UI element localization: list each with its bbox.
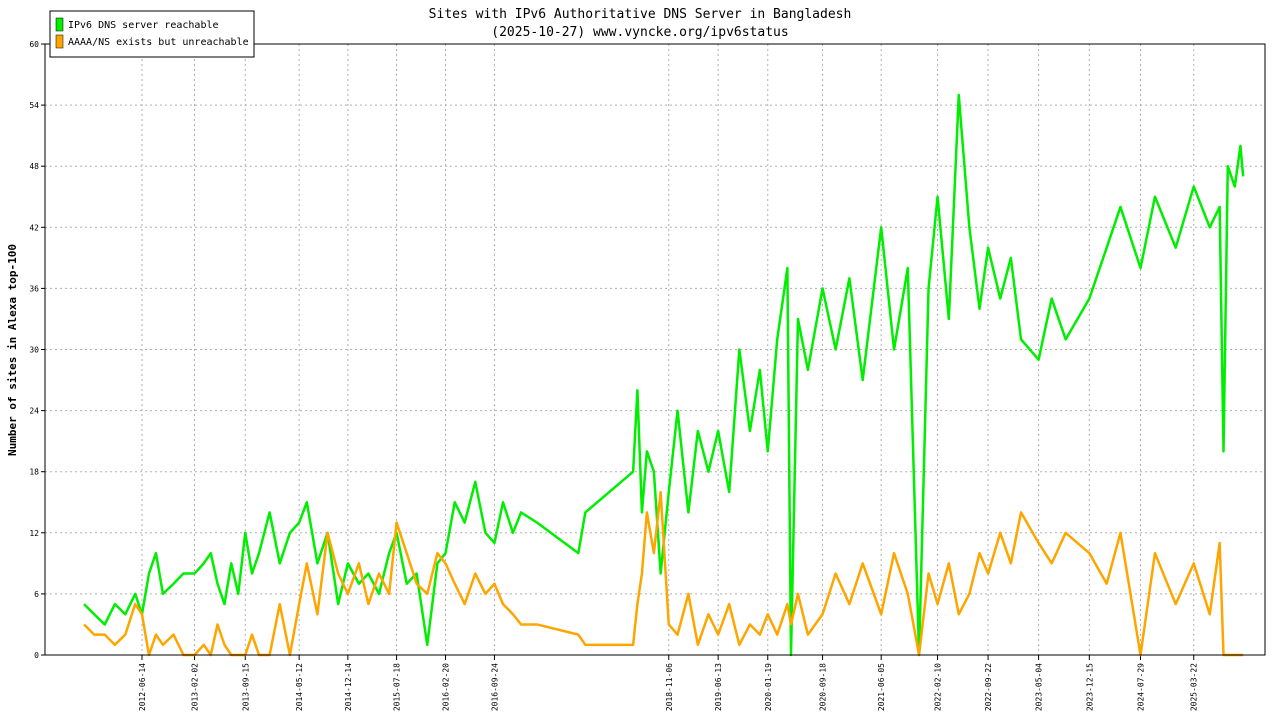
series-line xyxy=(83,93,1245,657)
x-tick-label: 2021-06-05 xyxy=(877,663,886,711)
x-tick-label: 2014-05-12 xyxy=(295,663,304,711)
y-tick-label: 30 xyxy=(29,346,39,355)
y-tick-label: 60 xyxy=(29,40,39,49)
x-tick-label: 2022-02-10 xyxy=(934,663,943,711)
legend-label: AAAA/NS exists but unreachable xyxy=(68,37,249,48)
x-tick-label: 2016-02-20 xyxy=(442,663,451,711)
legend-swatch xyxy=(55,34,64,49)
x-tick-label: 2020-09-18 xyxy=(819,663,828,711)
x-tick-label: 2019-06-13 xyxy=(714,663,723,711)
x-tick-label: 2013-09-15 xyxy=(241,663,250,711)
x-tick-label: 2018-11-06 xyxy=(665,663,674,711)
y-tick-label: 48 xyxy=(29,162,39,171)
x-tick-label: 2014-12-14 xyxy=(344,663,353,711)
y-tick-label: 18 xyxy=(29,468,39,477)
y-tick-label: 12 xyxy=(29,529,39,538)
y-axis-label: Number of sites in Alexa top-100 xyxy=(6,244,19,456)
x-tick-label: 2020-01-19 xyxy=(764,663,773,711)
y-tick-label: 54 xyxy=(29,101,39,110)
x-tick-label: 2016-09-24 xyxy=(490,663,499,711)
legend-swatch xyxy=(55,17,64,32)
x-tick-label: 2024-07-29 xyxy=(1137,663,1146,711)
x-tick-label: 2023-05-04 xyxy=(1035,663,1044,711)
chart-subtitle: (2025-10-27) www.vyncke.org/ipv6status xyxy=(491,25,788,40)
x-tick-label: 2015-07-18 xyxy=(393,663,402,711)
y-tick-label: 36 xyxy=(29,284,39,293)
x-tick-label: 2025-03-22 xyxy=(1190,663,1199,711)
y-tick-label: 42 xyxy=(29,223,39,232)
y-tick-label: 0 xyxy=(34,651,39,660)
x-tick-label: 2012-06-14 xyxy=(138,663,147,711)
x-tick-label: 2023-12-15 xyxy=(1085,663,1094,711)
y-tick-label: 6 xyxy=(34,590,39,599)
y-tick-label: 24 xyxy=(29,407,39,416)
x-tick-label: 2022-09-22 xyxy=(984,663,993,711)
plot-frame xyxy=(44,43,1266,656)
legend: IPv6 DNS server reachable AAAA/NS exists … xyxy=(49,10,255,58)
chart-title: Sites with IPv6 Authoritative DNS Server… xyxy=(429,7,852,22)
legend-box xyxy=(49,10,255,58)
x-tick-label: 2013-02-02 xyxy=(191,663,200,711)
legend-label: IPv6 DNS server reachable xyxy=(68,20,219,31)
